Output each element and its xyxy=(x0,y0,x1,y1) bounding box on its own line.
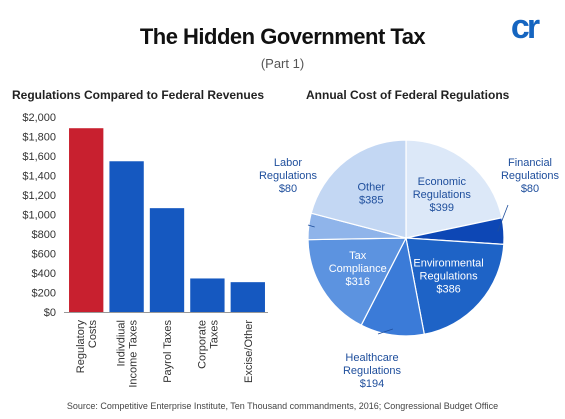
y-tick-label: $200 xyxy=(32,288,56,300)
y-tick-label: $400 xyxy=(32,268,56,280)
y-tick-label: $1,200 xyxy=(22,190,56,202)
pie-leader-line xyxy=(307,224,315,228)
y-tick-label: $1,400 xyxy=(22,171,56,183)
x-tick-label: Excise/Other xyxy=(243,320,255,383)
y-tick-label: $1,800 xyxy=(22,132,56,144)
y-tick-label: $2,000 xyxy=(22,112,56,124)
x-tick-label-group: Excise/Other xyxy=(243,320,255,383)
bar xyxy=(149,208,185,312)
y-tick-label: $600 xyxy=(32,249,56,261)
pie-slice-label: Environmental Regulations $386 xyxy=(413,258,483,296)
cr-logo-icon: cr xyxy=(511,12,543,44)
y-tick-label: $1,600 xyxy=(22,151,56,163)
pie-slice-label: Economic Regulations $399 xyxy=(413,176,472,214)
page-subtitle: (Part 1) xyxy=(260,56,305,71)
pie-slice-label: Tax Compliance $316 xyxy=(329,250,387,288)
y-tick-label: $0 xyxy=(44,307,56,319)
bar xyxy=(190,278,225,312)
bar-chart-title: Regulations Compared to Federal Revenues xyxy=(12,88,265,102)
x-tick-label: IndivdiualIncome Taxes xyxy=(116,320,140,388)
x-tick-label: RegulatoryCosts xyxy=(75,320,99,374)
pie-slice-label: Other $385 xyxy=(358,182,386,207)
pie-chart-title: Annual Cost of Federal Regulations xyxy=(306,88,510,102)
pie-slice xyxy=(307,237,407,326)
x-tick-label-group: RegulatoryCosts xyxy=(75,320,99,374)
pie-leader-line xyxy=(497,204,509,232)
source-note: Source: Competitive Enterprise Institute… xyxy=(66,401,499,411)
x-tick-label-group: IndivdiualIncome Taxes xyxy=(116,320,140,388)
x-tick-label: CorporateTaxes xyxy=(196,320,220,369)
pie-slice xyxy=(405,139,503,239)
page-title: The Hidden Government Tax xyxy=(139,24,426,49)
pie-slice-label: Labor Regulations $80 xyxy=(259,157,318,195)
y-tick-label: $800 xyxy=(32,229,56,241)
pie-slice xyxy=(310,139,407,239)
bar xyxy=(69,128,104,312)
y-tick-label: $1,000 xyxy=(22,210,56,222)
pie-leader-line xyxy=(377,328,393,335)
x-tick-label: Payrol Taxes xyxy=(162,320,174,383)
x-tick-label-group: CorporateTaxes xyxy=(196,320,220,369)
bar xyxy=(230,282,265,312)
pie-slice-label: Financial Regulations $80 xyxy=(501,157,560,195)
pie-slice-label: Healthcare Regulations $194 xyxy=(343,352,402,390)
pie-slice xyxy=(405,237,505,335)
x-tick-label-group: Payrol Taxes xyxy=(162,320,174,383)
bar xyxy=(109,161,144,312)
